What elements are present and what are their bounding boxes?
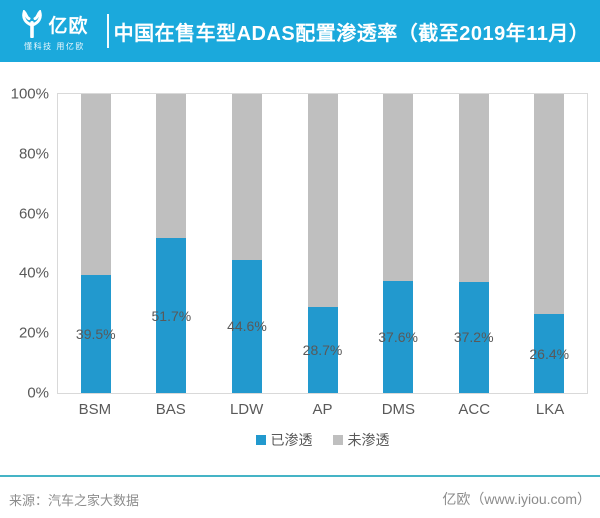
bar-segment-penetrated [458,281,489,393]
bar-segment-penetrated [80,274,111,393]
bar-data-label: 39.5% [75,325,116,342]
source-credit: 来源：汽车之家大数据 [9,492,140,508]
y-axis-tick-label: 0% [27,384,49,402]
bar-stack [231,94,262,393]
x-axis-label-ldw: LDW [229,401,264,418]
bar-stack [80,94,111,393]
bar-segment-not-penetrated [307,94,338,308]
legend-swatch-icon [255,435,266,445]
bar-column-lka: 26.4% [511,94,587,393]
bar-segment-not-penetrated [534,94,565,315]
bar-data-label: 37.6% [378,328,418,345]
brand-logo: 亿欧 懂科技 用亿欧 [0,10,103,52]
plot-area: 0% 20% 40% 60% 80% 100% 39.5% 51.7% 44.6% 28.7% 3… [11,86,588,402]
bar-column-bas: 51.7% [134,94,210,393]
header-banner: 亿欧 懂科技 用亿欧 中国在售车型ADAS配置渗透率（截至2019年11月） [0,0,600,62]
bar-segment-not-penetrated [231,94,262,260]
bar-segment-not-penetrated [80,94,111,275]
chart-section: 0% 20% 40% 60% 80% 100% 39.5% 51.7% 44.6% 28.7% 3… [0,62,600,450]
bar-data-label: 26.4% [529,345,570,362]
legend-swatch-icon [332,435,343,445]
x-axis-label-acc: ACC [458,401,491,418]
footer: 来源：汽车之家大数据 亿欧（www.iyiou.com） [0,477,600,509]
x-axis-label-dms: DMS [381,401,416,418]
x-axis-label-ap: AP [312,401,333,418]
bar-segment-penetrated [383,280,414,393]
x-axis-label-bas: BAS [155,401,186,418]
bars-row: 39.5% 51.7% 44.6% 28.7% 37.6% 37.2% 26.4% [58,94,587,393]
legend-label: 未渗透 [347,432,390,448]
y-axis-tick-label: 40% [18,264,49,282]
legend-label: 已渗透 [270,432,313,448]
bar-data-label: 51.7% [151,307,192,324]
chart-legend: 已渗透 未渗透 [57,430,588,450]
bar-segment-not-penetrated [383,94,414,281]
x-axis-label-lka: LKA [535,401,565,418]
y-axis-tick-label: 100% [10,85,49,103]
bar-data-label: 28.7% [302,342,343,359]
bar-segment-penetrated [156,238,187,393]
bar-stack [383,94,414,393]
y-axis-tick-label: 80% [18,145,49,163]
bar-stack [307,94,338,393]
legend-item: 已渗透 [255,430,313,450]
bar-column-ap: 28.7% [285,94,361,393]
brand-credit: 亿欧（www.iyiou.com） [442,491,591,507]
x-axis-label-bsm: BSM [78,401,112,418]
bar-column-dms: 37.6% [360,94,436,393]
y-axis-tick-label: 20% [18,324,49,342]
yiou-logo-icon [20,10,44,38]
bar-stack [156,94,187,393]
bar-segment-not-penetrated [458,94,489,282]
bar-stack [458,94,489,393]
bar-column-acc: 37.2% [436,94,512,393]
bar-segment-not-penetrated [156,94,187,239]
bar-segment-penetrated [307,307,338,393]
page-title: 中国在售车型ADAS配置渗透率（截至2019年11月） [113,22,590,45]
bar-segment-penetrated [534,314,565,393]
bar-segment-penetrated [231,259,262,393]
header-divider [107,14,109,48]
logo-tagline: 懂科技 用亿欧 [24,42,85,51]
footer-divider [0,475,600,477]
bar-column-ldw: 44.6% [209,94,285,393]
bar-column-bsm: 39.5% [58,94,134,393]
bar-stack [534,94,565,393]
legend-item: 未渗透 [332,430,390,450]
x-axis-labels: BSM BAS LDW AP DMS ACC LKA [57,401,588,418]
bar-data-label: 37.2% [453,329,494,346]
logo-wordmark: 亿欧 [48,15,89,37]
bar-data-label: 44.6% [227,318,267,335]
y-axis-tick-label: 60% [18,205,49,223]
